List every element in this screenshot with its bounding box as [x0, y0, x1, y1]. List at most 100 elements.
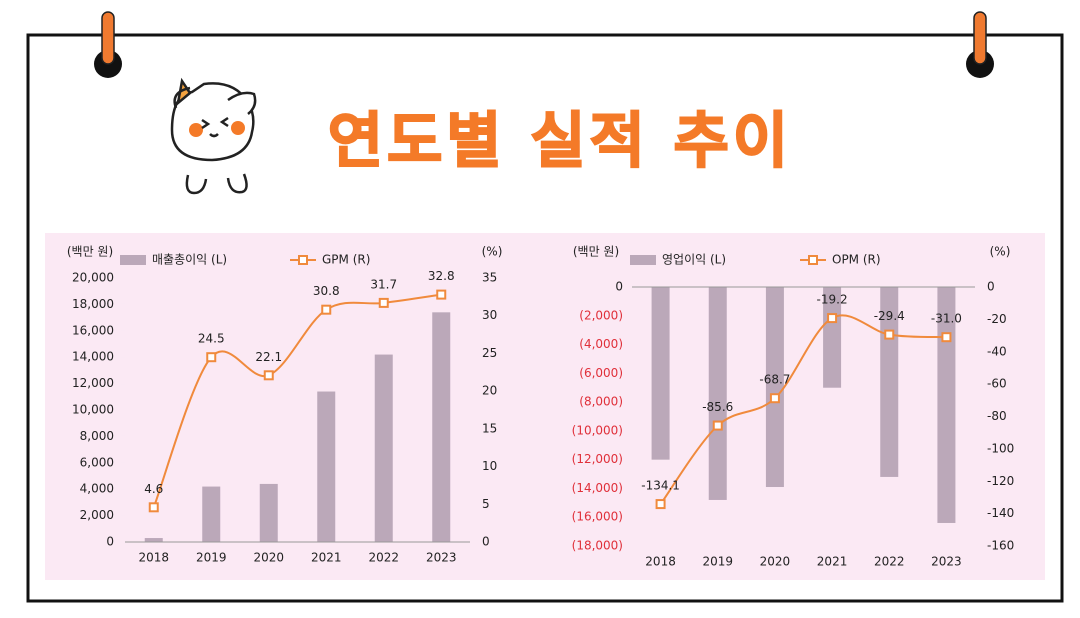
page-title: 연도별 실적 추이 — [328, 107, 792, 177]
y2-tick-label: -20 — [987, 312, 1007, 326]
y2-tick-label: 10 — [482, 459, 497, 473]
cat-illustration — [170, 77, 257, 195]
marker — [655, 499, 666, 510]
value-label: -29.4 — [874, 309, 905, 323]
legend-marker — [298, 255, 308, 265]
legend-label: GPM (R) — [322, 253, 370, 267]
y-tick-label: (6,000) — [579, 366, 623, 380]
y-tick-label: (14,000) — [572, 481, 623, 495]
bar — [432, 312, 451, 542]
legend-label: OPM (R) — [832, 253, 881, 267]
legend-swatch — [120, 255, 146, 265]
x-tick-label: 2019 — [702, 555, 733, 569]
marker — [827, 313, 838, 324]
y2-tick-label: 0 — [482, 535, 490, 549]
y2-tick-label: -100 — [987, 441, 1014, 455]
x-tick-label: 2021 — [311, 551, 342, 565]
y-tick-label: (4,000) — [579, 337, 623, 351]
y-axis-unit: (백만 원) — [573, 245, 619, 259]
legend-label: 영업이익 (L) — [662, 253, 726, 267]
y-tick-label: 12,000 — [72, 376, 114, 390]
pin — [101, 11, 115, 65]
marker — [769, 393, 780, 404]
y-tick-label: 18,000 — [72, 297, 114, 311]
y-tick-label: (18,000) — [572, 539, 623, 553]
y2-tick-label: -160 — [987, 539, 1014, 553]
y2-tick-label: -60 — [987, 377, 1007, 391]
y-tick-label: 6,000 — [80, 455, 114, 469]
y2-tick-label: 20 — [482, 384, 497, 398]
legend-swatch — [630, 255, 656, 265]
y-axis-unit: (백만 원) — [67, 245, 113, 259]
marker — [263, 370, 274, 381]
pin — [973, 11, 987, 65]
bar — [144, 538, 163, 542]
y-tick-label: (8,000) — [579, 395, 623, 409]
x-tick-label: 2018 — [645, 555, 676, 569]
marker — [941, 332, 952, 343]
value-label: 4.6 — [144, 482, 163, 496]
y2-tick-label: 30 — [482, 308, 497, 322]
bar — [937, 287, 956, 523]
y2-tick-label: 0 — [987, 280, 995, 294]
legend-marker — [808, 255, 818, 265]
value-label: 22.1 — [255, 350, 282, 364]
y2-tick-label: 35 — [482, 271, 497, 285]
y2-tick-label: 25 — [482, 346, 497, 360]
x-tick-label: 2018 — [138, 551, 169, 565]
y-tick-label: (12,000) — [572, 452, 623, 466]
y-tick-label: (16,000) — [572, 510, 623, 524]
y-tick-label: 0 — [615, 280, 623, 294]
bar — [651, 287, 670, 460]
y-tick-label: 16,000 — [72, 323, 114, 337]
x-tick-label: 2023 — [931, 555, 962, 569]
marker — [884, 329, 895, 340]
marker — [321, 304, 332, 315]
marker — [712, 420, 723, 431]
y-tick-label: 4,000 — [80, 482, 114, 496]
value-label: 24.5 — [198, 332, 225, 346]
bar — [202, 486, 221, 542]
y-tick-label: (10,000) — [572, 423, 623, 437]
x-tick-label: 2020 — [760, 555, 791, 569]
y-tick-label: 8,000 — [80, 429, 114, 443]
marker — [436, 289, 447, 300]
y-tick-label: 10,000 — [72, 403, 114, 417]
y2-tick-label: -40 — [987, 344, 1007, 358]
x-tick-label: 2022 — [368, 551, 399, 565]
y-tick-label: 20,000 — [72, 271, 114, 285]
x-tick-label: 2022 — [874, 555, 905, 569]
y-tick-label: 14,000 — [72, 350, 114, 364]
marker — [378, 297, 389, 308]
value-label: -134.1 — [641, 479, 680, 493]
y-tick-label: 2,000 — [80, 508, 114, 522]
y-tick-label: (2,000) — [579, 308, 623, 322]
x-tick-label: 2021 — [817, 555, 848, 569]
value-label: -19.2 — [817, 293, 848, 307]
value-label: -85.6 — [702, 400, 733, 414]
y2-tick-label: -80 — [987, 409, 1007, 423]
y2-tick-label: 5 — [482, 497, 490, 511]
value-label: -68.7 — [759, 373, 790, 387]
y2-axis-unit: (%) — [990, 245, 1011, 259]
bar — [374, 354, 393, 542]
bar — [823, 287, 842, 388]
value-label: -31.0 — [931, 312, 962, 326]
bar — [708, 287, 727, 500]
y2-tick-label: -140 — [987, 506, 1014, 520]
y2-tick-label: -120 — [987, 474, 1014, 488]
legend-label: 매출총이익 (L) — [152, 253, 227, 267]
value-label: 32.8 — [428, 269, 455, 283]
bar — [317, 391, 336, 542]
y-tick-label: 0 — [106, 535, 114, 549]
marker — [148, 502, 159, 513]
x-tick-label: 2023 — [426, 551, 457, 565]
y2-axis-unit: (%) — [482, 245, 503, 259]
value-label: 31.7 — [370, 277, 397, 291]
x-tick-label: 2020 — [253, 551, 284, 565]
marker — [206, 352, 217, 363]
bar — [259, 483, 278, 542]
bar — [765, 287, 784, 488]
